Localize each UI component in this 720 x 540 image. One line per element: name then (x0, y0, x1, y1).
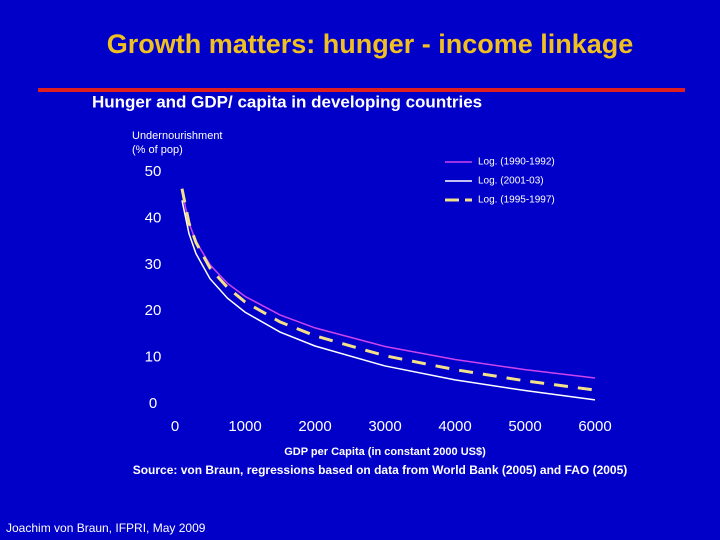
y-tick-label: 20 (145, 302, 162, 319)
source-note: Source: von Braun, regressions based on … (133, 463, 628, 477)
title-rule (38, 88, 685, 92)
x-tick-label: 5000 (508, 418, 541, 435)
series-line (180, 188, 596, 392)
x-tick-label: 4000 (438, 418, 471, 435)
x-axis-label: GDP per Capita (in constant 2000 US$) (284, 446, 486, 458)
chart-subtitle: Hunger and GDP/ capita in developing cou… (92, 92, 482, 111)
y-tick-label: 50 (145, 163, 162, 180)
y-tick-label: 10 (145, 349, 162, 366)
y-tick-label: 30 (145, 256, 162, 273)
slide-title: Growth matters: hunger - income linkage (107, 29, 634, 59)
x-tick-label: 0 (171, 418, 179, 435)
y-axis-label-box: Undernourishment (% of pop) (132, 130, 223, 156)
x-tick-label: 3000 (368, 418, 401, 435)
x-tick-label: 1000 (228, 418, 261, 435)
legend-label: Log. (1995-1997) (478, 195, 555, 206)
y-tick-label: 0 (149, 395, 157, 412)
series-line (181, 200, 596, 401)
x-tick-label: 2000 (298, 418, 331, 435)
legend-label: Log. (2001-03) (478, 176, 544, 187)
y-axis-label: Undernourishment (% of pop) (132, 130, 223, 156)
y-tick-label: 40 (145, 209, 162, 226)
footer: Joachim von Braun, IFPRI, May 2009 (6, 521, 206, 535)
x-tick-label: 6000 (578, 418, 611, 435)
legend-label: Log. (1990-1992) (478, 157, 555, 168)
